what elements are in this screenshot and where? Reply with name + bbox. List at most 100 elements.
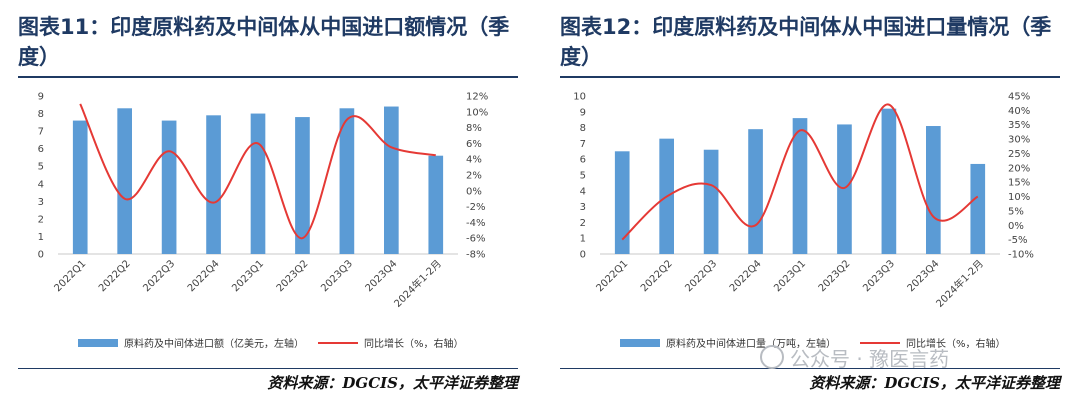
bar [428, 155, 444, 254]
right-tick-label: 5% [1008, 206, 1024, 217]
legend-bar-swatch [620, 339, 660, 347]
bar [926, 126, 941, 254]
left-tick-label: 7 [38, 127, 44, 138]
legend-label: 原料药及中间体进口额（亿美元，左轴） [124, 337, 304, 350]
watermark: 公众号 · 豫医言药 [760, 342, 949, 372]
bar [384, 106, 399, 255]
x-tick-label: 2023Q1 [230, 258, 266, 294]
right-tick-label: 15% [1008, 178, 1030, 189]
right-tick-label: 12% [466, 92, 488, 103]
right-tick-label: -4% [466, 218, 485, 229]
x-tick-label: 2023Q4 [364, 258, 400, 294]
x-tick-label: 2022Q2 [639, 258, 675, 294]
left-tick-label: 3 [580, 202, 586, 213]
right-tick-label: 40% [1008, 106, 1030, 117]
bar [161, 120, 177, 254]
x-tick-label: 2024年1-2月 [391, 257, 444, 310]
bar [250, 113, 266, 254]
right-tick-label: 4% [466, 155, 482, 166]
right-tick-label: 45% [1008, 92, 1030, 103]
bar [970, 163, 986, 254]
chart-title: 图表12：印度原料药及中间体从中国进口量情况（季度） [560, 12, 1060, 78]
bar [614, 151, 630, 254]
right-tick-label: 20% [1008, 163, 1030, 174]
chart-svg: 0 1 2 3 4 5 6 7 8 9 -8% -6% -4% -2% 0% 2% 4% 6% 8% 10% 12% 20… [38, 92, 489, 351]
series-line [79, 103, 436, 240]
left-tick-label: 3 [38, 197, 44, 208]
right-tick-label: -6% [466, 234, 485, 245]
left-tick-label: 6 [38, 144, 44, 155]
chart-svg: 0 1 2 3 4 5 6 7 8 9 10 -10% -5% 0% 5% 10% 15% 20% 25% 30% 35… [573, 92, 1034, 351]
x-tick-label: 2023Q2 [817, 258, 853, 294]
left-tick-label: 9 [580, 107, 586, 118]
left-tick-label: 4 [580, 186, 586, 197]
bar [792, 118, 808, 254]
right-tick-label: 10% [466, 107, 488, 118]
right-tick-label: 6% [466, 139, 482, 150]
wechat-icon [760, 345, 784, 369]
left-tick-label: 10 [573, 92, 586, 103]
right-tick-label: 30% [1008, 135, 1030, 146]
right-tick-label: -8% [466, 250, 485, 261]
right-tick-label: -10% [1008, 250, 1034, 261]
series-line [621, 103, 979, 241]
legend-label: 同比增长（%，右轴） [906, 337, 1006, 350]
bar [72, 120, 88, 254]
legend-bar-swatch [78, 339, 118, 347]
bar [837, 124, 852, 254]
bar [206, 115, 221, 254]
left-tick-label: 0 [580, 250, 586, 261]
left-tick-label: 7 [580, 139, 586, 150]
right-tick-label: 8% [466, 123, 482, 134]
left-tick-label: 8 [38, 109, 44, 120]
right-tick-label: 35% [1008, 120, 1030, 131]
bar [117, 108, 132, 255]
right-tick-label: -2% [466, 202, 485, 213]
left-tick-label: 0 [38, 250, 44, 261]
x-tick-label: 2023Q4 [906, 258, 942, 294]
left-tick-label: 1 [38, 232, 44, 243]
x-tick-label: 2022Q2 [97, 258, 133, 294]
legend-label: 原料药及中间体进口量（万吨，左轴） [666, 337, 836, 350]
bar [703, 149, 719, 254]
bar [339, 108, 355, 255]
x-tick-label: 2022Q1 [53, 258, 89, 294]
x-tick-label: 2022Q4 [186, 258, 222, 294]
right-tick-label: 0% [466, 186, 482, 197]
divider [560, 368, 1060, 369]
bar [748, 129, 763, 254]
x-tick-label: 2024年1-2月 [933, 257, 986, 310]
right-tick-label: 25% [1008, 149, 1030, 160]
x-tick-label: 2022Q3 [683, 258, 719, 294]
left-tick-label: 4 [38, 179, 44, 190]
left-tick-label: 9 [38, 92, 44, 103]
source-note: 资料来源：DGCIS，太平洋证券整理 [809, 374, 1060, 392]
left-tick-label: 6 [580, 155, 586, 166]
x-tick-label: 2022Q3 [141, 258, 177, 294]
chart-panel-left: 图表11：印度原料药及中间体从中国进口额情况（季度） 0 1 2 3 4 5 6 7 8 9 -8%… [18, 0, 518, 401]
x-tick-label: 2023Q3 [861, 258, 897, 294]
right-tick-label: 0% [1008, 221, 1024, 232]
x-tick-label: 2023Q2 [275, 258, 311, 294]
right-tick-label: 2% [466, 171, 482, 182]
x-tick-label: 2022Q1 [595, 258, 631, 294]
bar [881, 108, 897, 254]
left-tick-label: 1 [580, 234, 586, 245]
x-tick-label: 2023Q1 [772, 258, 808, 294]
chart-title: 图表11：印度原料药及中间体从中国进口额情况（季度） [18, 12, 518, 78]
divider [18, 368, 518, 369]
source-note: 资料来源：DGCIS，太平洋证券整理 [267, 374, 518, 392]
x-tick-label: 2023Q3 [319, 258, 355, 294]
chart-panel-right: 图表12：印度原料药及中间体从中国进口量情况（季度） 0 1 2 3 4 5 6 7 8 9 10 -… [560, 0, 1060, 401]
left-tick-label: 5 [580, 171, 586, 182]
left-tick-label: 2 [38, 214, 44, 225]
right-tick-label: 10% [1008, 192, 1030, 203]
right-tick-label: -5% [1008, 235, 1027, 246]
legend-label: 同比增长（%，右轴） [364, 337, 464, 350]
watermark-text: 公众号 · 豫医言药 [790, 346, 950, 371]
bar [295, 117, 310, 254]
left-tick-label: 8 [580, 123, 586, 134]
left-tick-label: 5 [38, 162, 44, 173]
x-tick-label: 2022Q4 [728, 258, 764, 294]
left-tick-label: 2 [580, 218, 586, 229]
